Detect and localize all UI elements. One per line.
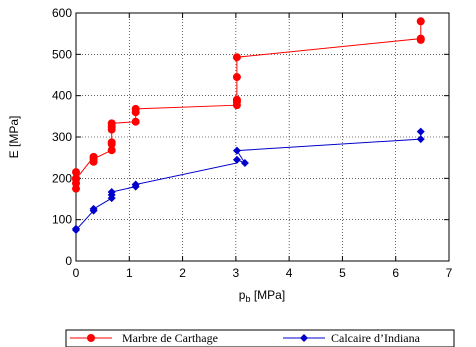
data-point-marbre xyxy=(232,95,241,104)
legend: Marbre de Carthage Calcaire d’Indiana xyxy=(65,329,455,347)
series-line-calcaire xyxy=(75,131,422,232)
x-tick-label: 6 xyxy=(392,266,399,280)
series-marbre xyxy=(72,17,425,193)
x-tick-label: 5 xyxy=(339,266,346,280)
y-tick-label: 600 xyxy=(52,6,72,20)
data-point-calcaire xyxy=(107,187,116,196)
y-axis-label: E [MPa] xyxy=(7,116,21,159)
data-point-calcaire xyxy=(72,224,80,233)
x-tick-label: 1 xyxy=(126,266,133,280)
x-tick-label: 7 xyxy=(446,266,453,280)
grid xyxy=(76,13,449,261)
data-point-calcaire xyxy=(240,159,249,168)
legend-box xyxy=(65,329,455,347)
data-point-marbre xyxy=(416,34,425,43)
y-tick-label: 100 xyxy=(52,213,72,227)
data-point-calcaire xyxy=(232,155,241,164)
data-point-calcaire xyxy=(89,204,98,213)
data-point-marbre xyxy=(107,119,116,128)
y-tick-label: 400 xyxy=(52,89,72,103)
series-group xyxy=(72,17,425,234)
data-point-calcaire xyxy=(131,180,140,189)
data-point-marbre xyxy=(232,73,241,82)
data-point-marbre xyxy=(72,168,80,177)
data-point-marbre xyxy=(89,152,98,161)
legend-label-calcaire: Calcaire d’Indiana xyxy=(331,331,421,345)
legend-label-marbre: Marbre de Carthage xyxy=(122,331,218,345)
axis-ticks: 0 1 2 3 4 5 6 7 0 100 200 300 400 500 600 xyxy=(52,6,453,280)
data-point-marbre xyxy=(131,117,140,126)
series-calcaire xyxy=(72,127,425,234)
data-point-calcaire xyxy=(416,135,425,144)
data-point-calcaire xyxy=(416,127,425,136)
x-axis-label-unit: [MPa] xyxy=(251,288,286,302)
x-tick-label: 0 xyxy=(73,266,80,280)
y-tick-label: 200 xyxy=(52,171,72,185)
y-tick-label: 300 xyxy=(52,130,72,144)
legend-marker-calcaire xyxy=(300,334,308,342)
x-axis-label-sub: b xyxy=(245,294,250,304)
x-axis-label-main: p xyxy=(239,288,246,302)
legend-marker-marbre xyxy=(87,334,95,342)
data-point-marbre xyxy=(416,17,425,26)
data-point-marbre xyxy=(232,53,241,62)
data-point-marbre xyxy=(72,174,80,183)
x-tick-label: 2 xyxy=(179,266,186,280)
x-tick-label: 4 xyxy=(286,266,293,280)
x-tick-label: 3 xyxy=(233,266,240,280)
series-line-marbre xyxy=(75,21,422,189)
data-point-marbre xyxy=(107,146,116,155)
y-tick-label: 500 xyxy=(52,47,72,61)
y-tick-label: 0 xyxy=(65,254,72,268)
data-point-calcaire xyxy=(232,146,241,155)
data-point-marbre xyxy=(131,104,140,113)
data-point-marbre xyxy=(107,138,116,147)
x-axis-label: pb [MPa] xyxy=(239,288,285,304)
